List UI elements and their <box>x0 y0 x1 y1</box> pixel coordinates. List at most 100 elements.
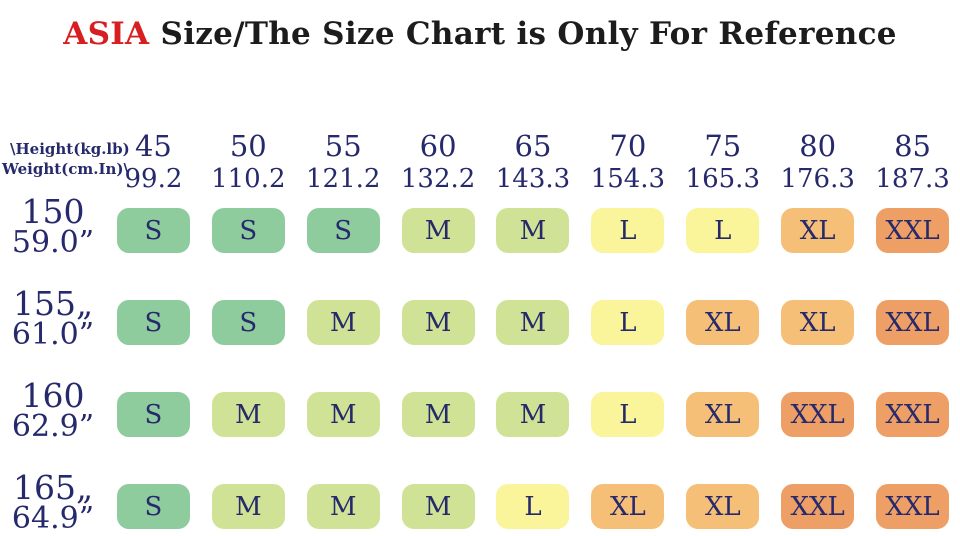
size-cell: S <box>116 300 190 345</box>
size-cell-wrap: M <box>391 200 486 292</box>
height-cm-value: 150 <box>21 192 85 231</box>
size-cell: M <box>496 392 570 437</box>
size-cell-wrap: M <box>486 200 581 292</box>
weight-column-header: 65 143.3 <box>486 118 581 200</box>
height-cm-value: 155„ <box>12 284 94 323</box>
height-row-header: 160 62.9” <box>0 376 106 476</box>
size-cell-wrap: M <box>391 292 486 384</box>
size-cell: XL <box>686 484 760 529</box>
size-cell-wrap: M <box>201 476 296 536</box>
weight-kg-value: 60 <box>419 129 457 163</box>
size-cell-wrap: S <box>106 292 201 384</box>
size-cell: S <box>211 208 285 253</box>
size-cell: XXL <box>876 208 950 253</box>
weight-kg-value: 75 <box>704 129 742 163</box>
size-cell: L <box>591 392 665 437</box>
size-cell: XXL <box>876 392 950 437</box>
weight-column-header: 85 187.3 <box>865 118 960 200</box>
size-cell: S <box>211 300 285 345</box>
weight-column-header: 75 165.3 <box>675 118 770 200</box>
weight-kg-value: 45 <box>134 129 172 163</box>
size-cell: M <box>306 484 380 529</box>
weight-column-header: 70 154.3 <box>580 118 675 200</box>
size-cell: M <box>401 392 475 437</box>
size-cell-wrap: L <box>486 476 581 536</box>
size-cell-wrap: M <box>201 384 296 476</box>
size-cell: M <box>496 300 570 345</box>
title-main-text: Size/The Size Chart is Only For Referenc… <box>149 16 897 52</box>
size-cell-wrap: M <box>486 384 581 476</box>
weight-kg-value: 70 <box>609 129 647 163</box>
size-cell: S <box>116 208 190 253</box>
size-cell: S <box>116 484 190 529</box>
size-cell: XXL <box>781 484 855 529</box>
size-cell-wrap: S <box>106 476 201 536</box>
height-row-header: 150 59.0” <box>0 192 106 292</box>
size-cell: L <box>686 208 760 253</box>
size-cell: XL <box>591 484 665 529</box>
size-cell-wrap: XXL <box>865 384 960 476</box>
height-inch-value: 59.0” <box>11 225 95 261</box>
size-cell-wrap: XL <box>580 476 675 536</box>
weight-column-header: 45 99.2 <box>106 118 201 200</box>
size-cell: XXL <box>781 392 855 437</box>
size-cell: M <box>401 208 475 253</box>
weight-lb-value: 143.3 <box>495 164 571 194</box>
size-cell-wrap: M <box>296 292 391 384</box>
weight-kg-value: 50 <box>229 129 267 163</box>
weight-lb-value: 165.3 <box>685 164 760 194</box>
weight-lb-value: 154.3 <box>590 164 666 194</box>
weight-lb-value: 99.2 <box>124 164 183 194</box>
size-cell-wrap: M <box>391 476 486 536</box>
weight-kg-value: 80 <box>799 129 837 163</box>
size-cell-wrap: S <box>296 200 391 292</box>
size-cell: M <box>306 300 380 345</box>
size-cell: XL <box>686 392 760 437</box>
weight-column-header: 60 132.2 <box>391 118 486 200</box>
size-cell: S <box>306 208 380 253</box>
size-cell-wrap: M <box>296 476 391 536</box>
height-row-header: 155„ 61.0” <box>0 284 106 384</box>
size-cell: XL <box>686 300 760 345</box>
size-cell-wrap: L <box>675 200 770 292</box>
size-cell-wrap: S <box>106 200 201 292</box>
size-cell-wrap: L <box>580 200 675 292</box>
size-cell-wrap: M <box>296 384 391 476</box>
size-cell: M <box>496 208 570 253</box>
size-cell: M <box>401 300 475 345</box>
size-cell-wrap: XL <box>675 384 770 476</box>
weight-column-header: 80 176.3 <box>770 118 865 200</box>
size-cell-wrap: XXL <box>865 292 960 384</box>
height-cm-value: 160 <box>21 376 85 415</box>
size-cell: XXL <box>876 300 950 345</box>
weight-lb-value: 176.3 <box>780 164 855 194</box>
size-cell: XL <box>781 208 855 253</box>
size-cell-wrap: XL <box>675 292 770 384</box>
size-cell: L <box>591 208 665 253</box>
height-row-header: 165„ 64.9” <box>0 468 106 536</box>
size-cell: M <box>401 484 475 529</box>
weight-kg-value: 65 <box>514 129 552 163</box>
height-cm-value: 165„ <box>12 468 94 507</box>
weight-kg-value: 85 <box>894 129 931 163</box>
size-cell: L <box>496 484 570 529</box>
corner-weight-unit-label: Weight(cm.In)\ <box>2 159 130 178</box>
weight-column-header: 55 121.2 <box>296 118 391 200</box>
height-inch-value: 61.0” <box>11 317 95 353</box>
size-cell-wrap: S <box>201 292 296 384</box>
axis-corner-label: \Height(kg.lb) Weight(cm.In)\ <box>0 118 130 200</box>
weight-lb-value: 121.2 <box>305 164 381 194</box>
size-cell-wrap: M <box>391 384 486 476</box>
weight-lb-value: 187.3 <box>875 164 950 194</box>
size-cell-wrap: XL <box>770 292 865 384</box>
size-cell: L <box>591 300 665 345</box>
size-cell-wrap: XXL <box>865 476 960 536</box>
size-cell: M <box>306 392 380 437</box>
size-cell: M <box>211 392 285 437</box>
size-table: \Height(kg.lb) Weight(cm.In)\ 45 99.2 50… <box>0 118 960 536</box>
size-cell-wrap: XL <box>675 476 770 536</box>
height-inch-value: 64.9” <box>11 501 95 536</box>
weight-column-header: 50 110.2 <box>201 118 296 200</box>
size-cell: XL <box>781 300 855 345</box>
